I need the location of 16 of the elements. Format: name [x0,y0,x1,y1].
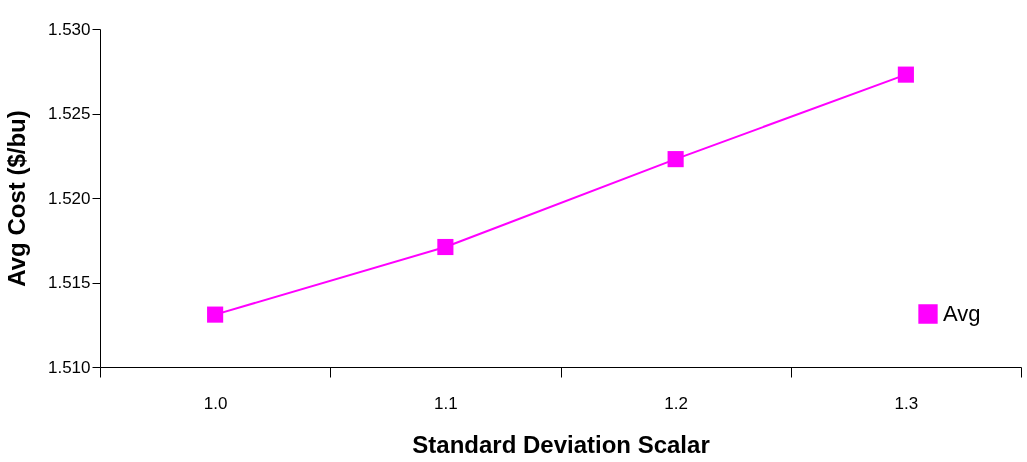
x-tick-label: 1.1 [434,393,458,413]
y-axis-title: Avg Cost ($/bu) [2,110,30,287]
point [667,151,684,168]
y-tick-label: 1.510 [47,357,91,377]
point [207,306,224,323]
y-tick-label: 1.520 [47,188,91,208]
y-tick-label: 1.515 [47,273,91,292]
point [437,238,454,256]
x-tick-label: 1.0 [203,393,228,413]
legend-label: Avg [943,301,981,326]
point [897,66,914,83]
y-tick-label: 1.530 [47,19,91,39]
x-tick-label: 1.2 [664,393,688,413]
x-tick-label: 1.3 [894,393,919,413]
x-axis-title: Standard Deviation Scalar [412,430,710,458]
y-tick-label: 1.525 [47,104,91,123]
